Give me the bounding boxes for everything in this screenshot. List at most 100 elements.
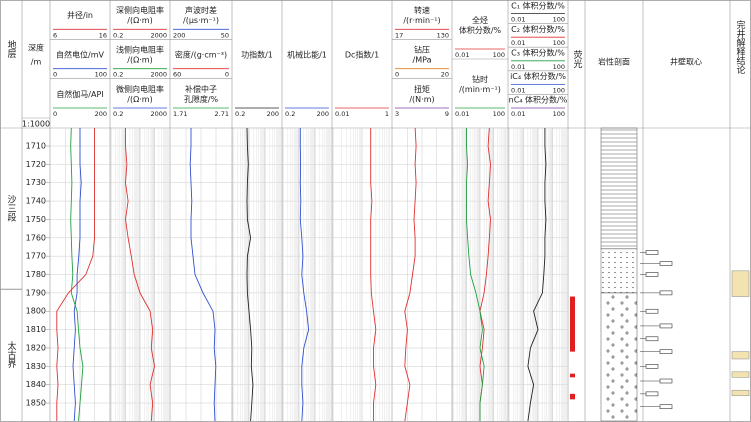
- depth-label: 1840: [26, 380, 46, 389]
- depth-label: 1720: [26, 160, 46, 169]
- column-title: 荧光: [572, 49, 583, 69]
- curve-label: 密度/(g·cm⁻³): [175, 50, 227, 60]
- scale-max: 1: [385, 110, 389, 118]
- scale-max: 100: [553, 110, 565, 118]
- curve-label: C₁ 体积分数/%: [511, 0, 565, 10]
- core-sample: [659, 349, 673, 354]
- curve-label: 微侧向电阻率: [116, 84, 164, 94]
- depth-label: 1790: [26, 288, 46, 297]
- column-title: 岩性剖面: [598, 57, 630, 67]
- scale-max: 100: [553, 16, 565, 24]
- log-curve: [189, 128, 217, 421]
- scale-min: 0.01: [511, 86, 525, 94]
- core-sample: [645, 364, 659, 369]
- curve-label: /(r·min⁻¹): [403, 16, 440, 25]
- core-sample: [659, 378, 673, 384]
- log-curve: [70, 128, 84, 421]
- curve-label: /(Ω·m): [127, 56, 152, 65]
- conclusion-interval: [731, 371, 750, 378]
- fluorescence-interval: [570, 373, 575, 378]
- depth-label: 1850: [26, 399, 46, 408]
- log-curve: [125, 128, 155, 421]
- curve-label: /(μs·m⁻¹): [183, 16, 219, 25]
- curve-label: C₃ 体积分数/%: [511, 48, 565, 58]
- core-sample: [659, 404, 673, 410]
- depth-label: 1800: [26, 307, 46, 316]
- fluorescence-interval: [570, 393, 575, 400]
- depth-label: 1770: [26, 252, 46, 261]
- depth-label: 1740: [26, 197, 46, 206]
- curve-label: C₂ 体积分数/%: [511, 24, 565, 34]
- scale-max: 200: [95, 110, 107, 118]
- scale-min: 3: [395, 110, 399, 118]
- scale-max: 200: [267, 110, 279, 118]
- log-curve: [479, 128, 491, 421]
- curve-label: 补偿中子: [185, 84, 217, 94]
- depth-label: 1820: [26, 343, 46, 352]
- curve-label: 体积分数/%: [459, 25, 502, 35]
- scale-max: 2.71: [215, 110, 229, 118]
- lithology-interval: [600, 127, 638, 250]
- curve-label: Dc指数/1: [345, 50, 379, 60]
- scale-max: 130: [437, 31, 449, 39]
- conclusion-interval: [731, 389, 750, 396]
- scale-min: 0.2: [113, 31, 123, 39]
- scale-min: 0.2: [235, 110, 245, 118]
- log-curve: [370, 128, 377, 421]
- curve-label: 浅侧向电阻率: [116, 45, 164, 55]
- depth-label: 1780: [26, 270, 46, 279]
- curve-label: 全烃: [472, 15, 488, 25]
- formation-name: 太古界: [6, 340, 17, 369]
- curve-label: 孔隙度/%: [184, 94, 219, 104]
- scale-max: 100: [553, 86, 565, 94]
- log-curve: [466, 128, 485, 421]
- curve-label: nC₄ 体积分数/%: [509, 95, 568, 105]
- log-curve: [72, 128, 82, 421]
- log-curve: [527, 128, 547, 421]
- depth-label: 1810: [26, 325, 46, 334]
- curve-label: /MPa: [413, 56, 432, 65]
- scale-min: 0: [395, 71, 399, 79]
- scale-max: 16: [99, 31, 107, 39]
- scale-min: 0.01: [335, 110, 349, 118]
- log-curve: [246, 128, 254, 421]
- core-sample: [645, 391, 659, 397]
- curve-label: iC₄ 体积分数/%: [510, 71, 566, 81]
- curve-label: 钻压: [414, 45, 430, 55]
- scale-min: 1.71: [173, 110, 187, 118]
- column-title: 地层: [6, 39, 17, 59]
- scale-label: 1:1000: [22, 120, 50, 129]
- scale-min: 0.2: [113, 71, 123, 79]
- depth-label: 1710: [26, 142, 46, 151]
- formation-name: 沙三段: [6, 195, 17, 223]
- column-title: /m: [31, 58, 42, 67]
- core-sample: [659, 261, 673, 266]
- scale-max: 2000: [150, 71, 167, 79]
- conclusion-interval: [731, 351, 750, 360]
- curve-label: 自然伽马/API: [56, 89, 103, 99]
- scale-min: 6: [53, 31, 57, 39]
- scale-max: 2000: [150, 31, 167, 39]
- scale-max: 50: [221, 31, 229, 39]
- lithology-interval: [600, 292, 638, 422]
- conclusion-interval: [731, 270, 750, 297]
- core-sample: [645, 272, 659, 277]
- scale-min: 0.01: [455, 110, 469, 118]
- scale-max: 100: [95, 71, 107, 79]
- column-title: 深度: [28, 43, 44, 53]
- curve-label: /(Ω·m): [127, 95, 152, 104]
- log-curve: [404, 128, 417, 421]
- scale-max: 20: [441, 71, 449, 79]
- curve-label: 机械比能/1: [287, 50, 327, 60]
- scale-max: 2000: [150, 110, 167, 118]
- scale-max: 100: [493, 110, 505, 118]
- curve-label: 功指数/1: [241, 50, 273, 60]
- scale-max: 0: [225, 71, 229, 79]
- scale-min: 0.2: [113, 110, 123, 118]
- scale-min: 0: [53, 71, 57, 79]
- depth-label: 1750: [26, 215, 46, 224]
- scale-min: 200: [173, 31, 185, 39]
- scale-min: 60: [173, 71, 181, 79]
- depth-label: 1830: [26, 362, 46, 371]
- curve-label: 声波时差: [185, 5, 217, 15]
